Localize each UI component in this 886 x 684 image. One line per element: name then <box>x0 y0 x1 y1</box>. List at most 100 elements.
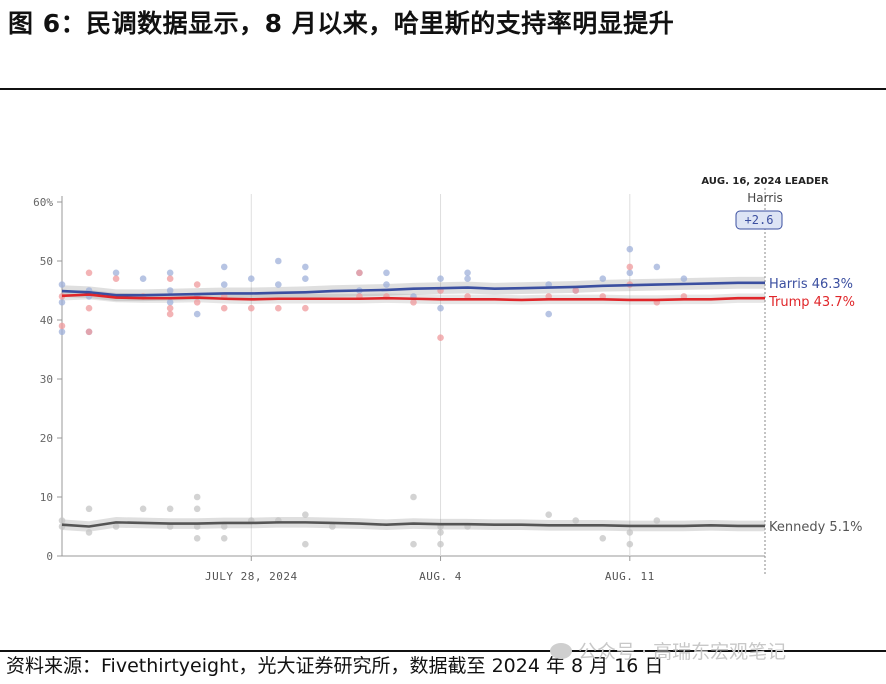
poll-dot-harris <box>464 269 471 277</box>
poll-dot-harris <box>545 310 552 318</box>
poll-dot-kennedy <box>545 511 552 518</box>
poll-dot-harris <box>626 269 634 277</box>
poll-dot-harris <box>302 275 309 282</box>
poll-dot-kennedy <box>410 493 417 501</box>
poll-dot-harris <box>220 263 228 271</box>
leader-callout: AUG. 16, 2024 LEADER Harris +2.6 <box>701 176 829 230</box>
poll-dot-trump <box>193 281 201 288</box>
poll-dot-kennedy <box>302 511 309 518</box>
poll-dot-trump <box>680 293 688 300</box>
poll-dot-trump <box>275 304 282 312</box>
poll-average-chart: 0 10 20 30 40 50 60% JULY 28, 2024 AUG. 4 AUG. 11… <box>33 176 862 583</box>
poll-dot-trump <box>220 304 228 312</box>
end-label-kennedy: Kennedy 5.1% <box>769 520 862 535</box>
poll-dot-trump <box>166 275 174 282</box>
poll-dot-trump <box>85 269 93 277</box>
source-note: 资料来源：Fivethirtyeight，光大证券研究所，数据截至 2024 年… <box>6 655 664 677</box>
poll-dot-trump <box>410 299 417 306</box>
leader-margin: +2.6 <box>745 213 774 227</box>
poll-dot-harris <box>302 263 309 271</box>
poll-dot-trump <box>545 293 552 300</box>
poll-dot-kennedy <box>58 517 66 524</box>
poll-dot-harris <box>58 299 66 306</box>
poll-dot-trump <box>437 334 444 341</box>
poll-dot-harris <box>653 263 661 271</box>
poll-dot-kennedy <box>220 523 228 530</box>
poll-dot-kennedy <box>626 529 634 536</box>
y-tick-label: 10 <box>40 491 53 504</box>
poll-dot-kennedy <box>410 540 417 548</box>
poll-dot-harris <box>112 269 120 277</box>
poll-dot-kennedy <box>599 535 607 542</box>
poll-dot-harris <box>193 310 201 318</box>
poll-dot-kennedy <box>329 523 336 530</box>
poll-dot-trump <box>302 304 309 312</box>
poll-dot-harris <box>275 281 282 288</box>
poll-dot-kennedy <box>572 517 580 524</box>
poll-dot-kennedy <box>437 540 444 548</box>
poll-dot-trump <box>464 293 471 300</box>
poll-dot-harris <box>166 299 174 306</box>
poll-dot-kennedy <box>139 505 147 513</box>
poll-dot-kennedy <box>220 535 228 542</box>
poll-dot-kennedy <box>112 523 120 530</box>
poll-dot-trump <box>572 287 580 294</box>
poll-dot-harris <box>599 275 607 282</box>
poll-dot-trump <box>85 304 93 312</box>
series-line-kennedy <box>61 521 765 528</box>
poll-dot-trump <box>626 263 634 271</box>
poll-dot-kennedy <box>437 529 444 536</box>
poll-dot-trump <box>247 304 255 312</box>
poll-dot-harris <box>383 269 390 277</box>
poll-dot-trump <box>166 304 174 312</box>
x-tick-label: AUG. 4 <box>419 570 462 583</box>
poll-dot-harris <box>680 275 688 282</box>
top-rule <box>0 88 886 90</box>
poll-dot-trump <box>58 322 66 330</box>
y-tick-label: 20 <box>40 432 53 445</box>
figure-title: 图 6：民调数据显示，8 月以来，哈里斯的支持率明显提升 <box>8 9 675 38</box>
y-tick-label: 50 <box>40 255 53 268</box>
watermark: 公众号 · 高瑞东宏观笔记 <box>550 637 786 664</box>
poll-dot-trump <box>193 299 201 306</box>
poll-dot-trump <box>112 275 120 282</box>
y-tick-label: 0 <box>46 550 53 563</box>
label-layer: Harris 46.3% Trump 43.7% Kennedy 5.1% <box>768 277 862 535</box>
poll-dot-kennedy <box>193 493 201 501</box>
end-label-trump: Trump 43.7% <box>768 295 855 310</box>
bottom-rule <box>0 650 886 652</box>
poll-dot-harris <box>166 269 174 277</box>
wechat-icon <box>550 642 572 659</box>
y-tick-label: 40 <box>40 314 53 327</box>
x-tick-label: AUG. 11 <box>605 570 655 583</box>
poll-dot-kennedy <box>193 505 201 513</box>
poll-dot-kennedy <box>193 523 201 530</box>
poll-dot-harris <box>437 275 444 282</box>
leader-name: Harris <box>747 191 783 205</box>
poll-dot-harris <box>247 275 255 282</box>
poll-dot-kennedy <box>166 505 174 513</box>
series-line-harris <box>61 281 765 297</box>
poll-dot-kennedy <box>193 535 201 542</box>
poll-dot-kennedy <box>653 517 661 524</box>
poll-dot-harris <box>139 275 147 282</box>
poll-dot-trump <box>166 310 174 318</box>
poll-dot-harris <box>383 281 390 288</box>
poll-dot-harris <box>275 257 282 265</box>
leader-heading: AUG. 16, 2024 LEADER <box>701 176 829 187</box>
poll-dot-trump <box>599 293 607 300</box>
poll-dot-harris <box>464 275 471 282</box>
y-tick-label: 30 <box>40 373 53 386</box>
poll-dot-kennedy <box>166 523 174 530</box>
x-tick-label: JULY 28, 2024 <box>205 570 298 583</box>
grid-layer: 0 10 20 30 40 50 60% JULY 28, 2024 AUG. 4 AUG. 11 <box>33 188 766 583</box>
poll-dot-kennedy <box>85 529 93 536</box>
poll-dot-harris <box>220 281 228 288</box>
poll-dot-kennedy <box>302 540 309 548</box>
poll-dot-harris <box>626 245 634 253</box>
series-line-trump <box>61 293 765 302</box>
poll-dot-harris <box>437 304 444 312</box>
end-label-harris: Harris 46.3% <box>769 277 853 292</box>
leader-margin-badge <box>735 210 783 230</box>
poll-dot-harris <box>58 281 66 288</box>
